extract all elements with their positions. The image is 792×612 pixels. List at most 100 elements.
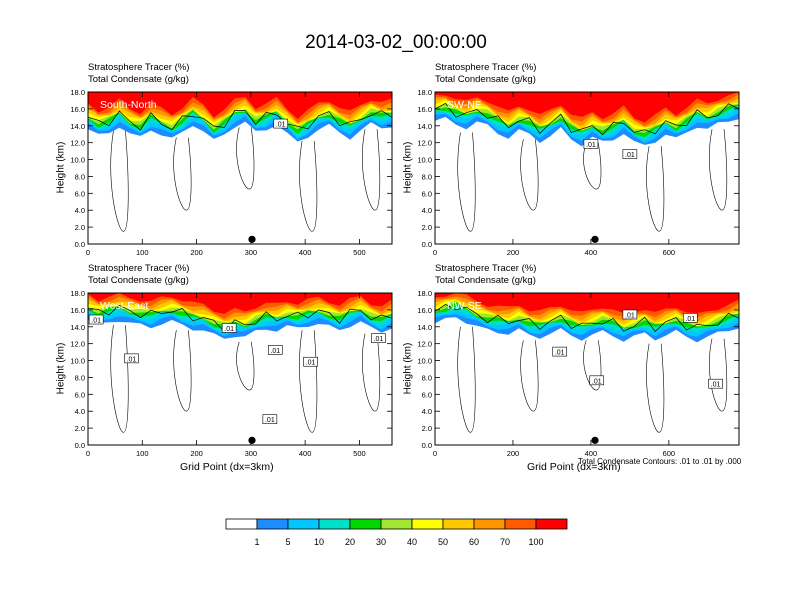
y-tick-label: 2.0 <box>422 424 432 433</box>
contour-label-box <box>221 323 237 333</box>
cloud-contour <box>110 130 129 232</box>
y-tick-label: 6.0 <box>75 390 85 399</box>
y-tick-label: 16.0 <box>417 306 432 315</box>
colorbar-label: 70 <box>500 537 510 547</box>
panel-field-label: Stratosphere Tracer (%) <box>88 62 190 73</box>
contour-label-box <box>267 345 283 355</box>
colorbar-swatch <box>442 518 475 530</box>
colorbar-swatch <box>256 518 289 530</box>
contour-label: .01 <box>685 316 695 323</box>
panel-west-east: .01 .01 .01 .01 .01 .01 .01 West-East 0.0 2.0 4.0 6… <box>70 289 393 458</box>
panel-south-north: .01 South-North 0.0 2.0 4.0 6.0 8.0 10.0 12.0 14.… <box>70 88 393 257</box>
x-tick-label: 200 <box>507 449 520 458</box>
contour-label: .01 <box>306 360 316 367</box>
contour-label: .01 <box>265 417 275 424</box>
colorbar: 1 5 10 20 30 40 50 60 70 100 <box>225 518 577 560</box>
colorbar-label: 30 <box>376 537 386 547</box>
cloud-contour <box>646 343 665 433</box>
x-tick-label: 0 <box>86 449 90 458</box>
y-tick-label: 14.0 <box>70 122 85 131</box>
colorbar-label: 5 <box>285 537 290 547</box>
cloud-contour <box>110 325 129 433</box>
y-tick-label: 4.0 <box>75 407 85 416</box>
condensate-contour <box>88 109 392 131</box>
cloud-contour <box>709 338 728 412</box>
panel-nw-se: .01 .01 .01 .01 .01 NW-SE 0.0 2.0 4.0 6.0 8.0 10.0 1… <box>417 289 740 458</box>
x-tick-label: 200 <box>190 248 203 257</box>
y-tick-label: 16.0 <box>70 105 85 114</box>
cloud-contour <box>583 142 602 190</box>
y-tick-label: 2.0 <box>75 424 85 433</box>
colorbar-label: 10 <box>314 537 324 547</box>
y-tick-label: 12.0 <box>70 340 85 349</box>
x-tick-label: 300 <box>245 248 258 257</box>
colorbar-swatch <box>411 518 444 530</box>
contour-label: .01 <box>711 382 721 389</box>
panel-field-label: Stratosphere Tracer (%) <box>435 263 537 274</box>
cloud-contour <box>583 340 602 391</box>
contour-label-box <box>552 346 568 357</box>
colorbar-label: 100 <box>528 537 543 547</box>
contour-label: .01 <box>276 122 286 129</box>
panel-overlay-label: Total Condensate (g/kg) <box>435 74 536 85</box>
x-tick-label: 500 <box>353 248 366 257</box>
contour-label-box <box>88 314 104 325</box>
contour-label-box <box>273 118 289 129</box>
cloud-contour <box>520 340 539 412</box>
panel-name: NW-SE <box>447 300 482 312</box>
cloud-contour <box>299 140 318 232</box>
cloud-contour <box>646 145 665 232</box>
cloud-contour <box>457 326 476 433</box>
y-tick-label: 10.0 <box>417 156 432 165</box>
contour-note: Total Condensate Contours: .01 to .01 by… <box>578 457 742 466</box>
x-tick-label: 100 <box>136 449 149 458</box>
y-tick-label: 14.0 <box>70 323 85 332</box>
y-tick-label: 6.0 <box>422 390 432 399</box>
y-tick-label: 12.0 <box>417 139 432 148</box>
x-axis-title: Grid Point (dx=3km) <box>527 461 621 473</box>
x-tick-label: 400 <box>299 449 312 458</box>
y-tick-label: 0.0 <box>75 240 85 249</box>
contour-label: .01 <box>625 152 635 159</box>
y-tick-label: 14.0 <box>417 122 432 131</box>
x-axis-title: Grid Point (dx=3km) <box>180 461 274 473</box>
y-tick-label: 0.0 <box>422 240 432 249</box>
colorbar-swatch <box>225 518 258 530</box>
colorbar-label: 20 <box>345 537 355 547</box>
panel-field-label: Stratosphere Tracer (%) <box>435 62 537 73</box>
x-tick-label: 0 <box>86 248 90 257</box>
location-marker <box>591 436 599 444</box>
contour-label: .01 <box>374 336 384 343</box>
contour-label-box <box>622 149 638 159</box>
y-tick-label: 0.0 <box>75 441 85 450</box>
y-tick-label: 6.0 <box>422 189 432 198</box>
x-tick-label: 400 <box>585 248 598 257</box>
x-tick-label: 600 <box>663 449 676 458</box>
x-tick-label: 200 <box>190 449 203 458</box>
cloud-contour <box>236 127 255 190</box>
contour-label: .01 <box>224 326 234 333</box>
x-tick-label: 200 <box>507 248 520 257</box>
x-tick-label: 400 <box>299 248 312 257</box>
y-tick-label: 8.0 <box>422 373 432 382</box>
colorbar-swatch <box>380 518 413 530</box>
contour-label: .01 <box>91 318 101 325</box>
contour-label-box <box>682 313 698 323</box>
contour-label: .01 <box>592 378 602 385</box>
condensate-contour <box>435 303 739 333</box>
condensate-contour <box>88 304 392 333</box>
y-tick-label: 16.0 <box>70 306 85 315</box>
y-tick-label: 10.0 <box>70 357 85 366</box>
colorbar-swatch <box>318 518 351 530</box>
y-tick-label: 14.0 <box>417 323 432 332</box>
colorbar-swatch <box>473 518 506 530</box>
contour-label-box <box>262 414 278 424</box>
panel-overlay-label: Total Condensate (g/kg) <box>435 275 536 286</box>
panel-field-label: Stratosphere Tracer (%) <box>88 263 190 274</box>
location-marker <box>591 235 599 243</box>
panel-overlay-label: Total Condensate (g/kg) <box>88 275 189 286</box>
y-tick-label: 2.0 <box>75 223 85 232</box>
cloud-contour <box>709 129 728 211</box>
contour-label: .01 <box>270 348 280 355</box>
cloud-contour <box>362 129 381 211</box>
